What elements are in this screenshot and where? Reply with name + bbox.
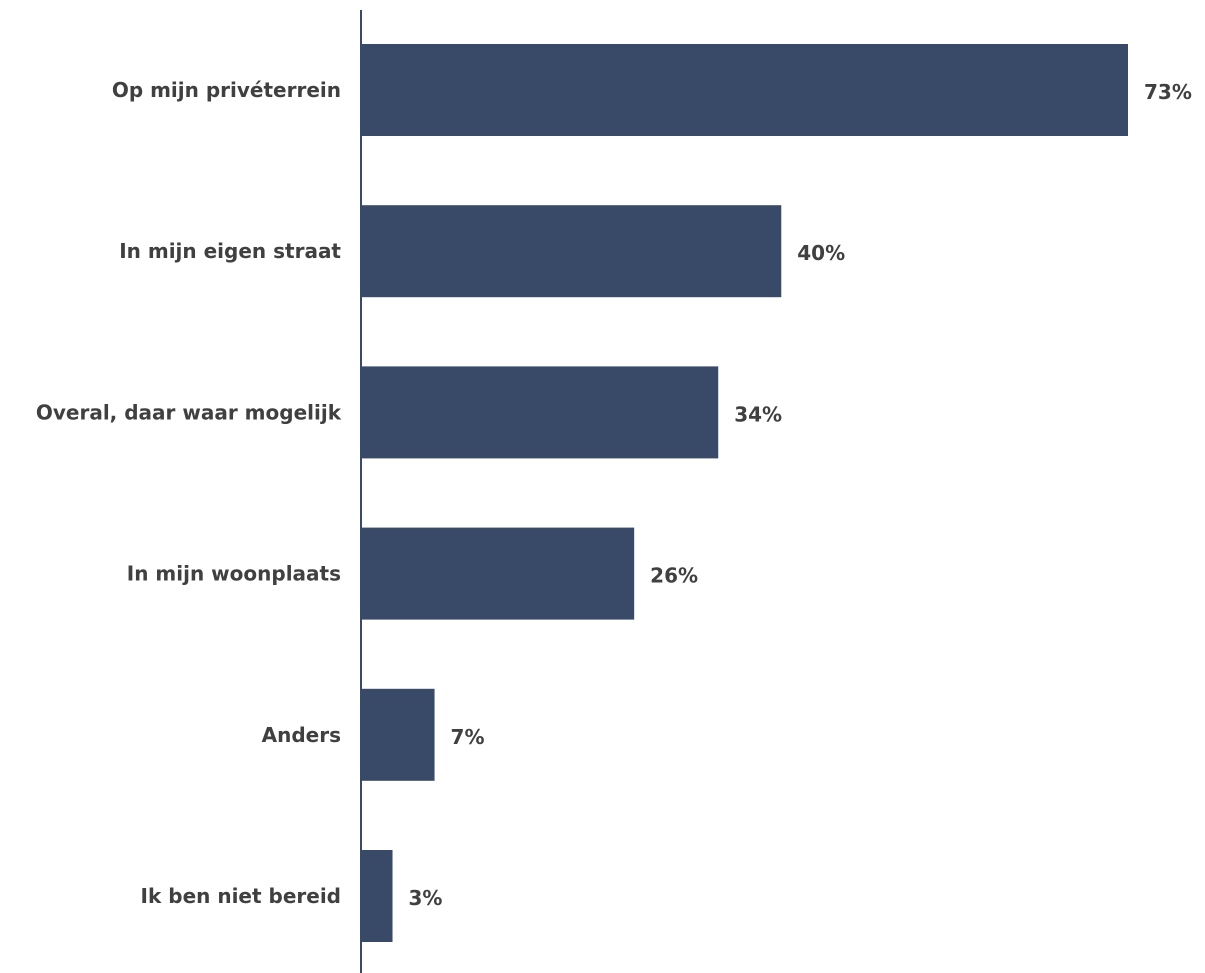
value-label: 40%: [797, 241, 845, 265]
bar: [361, 44, 1128, 136]
value-label: 34%: [734, 402, 782, 426]
category-label: Op mijn privéterrein: [112, 78, 341, 102]
bar: [361, 205, 782, 298]
value-label: 3%: [409, 886, 443, 910]
bar: [361, 527, 635, 620]
bar: [361, 688, 435, 781]
bar: [361, 850, 393, 942]
category-label: Overal, daar waar mogelijk: [36, 400, 342, 424]
bars-group: [361, 44, 1128, 942]
category-label: In mijn eigen straat: [119, 239, 341, 263]
value-label: 73%: [1144, 80, 1192, 104]
category-label: Anders: [262, 723, 341, 747]
value-labels-group: 73% 40% 34% 26% 7% 3%: [409, 80, 1192, 910]
bar: [361, 366, 719, 459]
category-labels-group: Op mijn privéterrein In mijn eigen straat…: [36, 78, 342, 908]
category-label: Ik ben niet bereid: [141, 884, 341, 908]
value-label: 26%: [650, 564, 698, 588]
value-label: 7%: [451, 725, 485, 749]
category-label: In mijn woonplaats: [127, 562, 341, 586]
